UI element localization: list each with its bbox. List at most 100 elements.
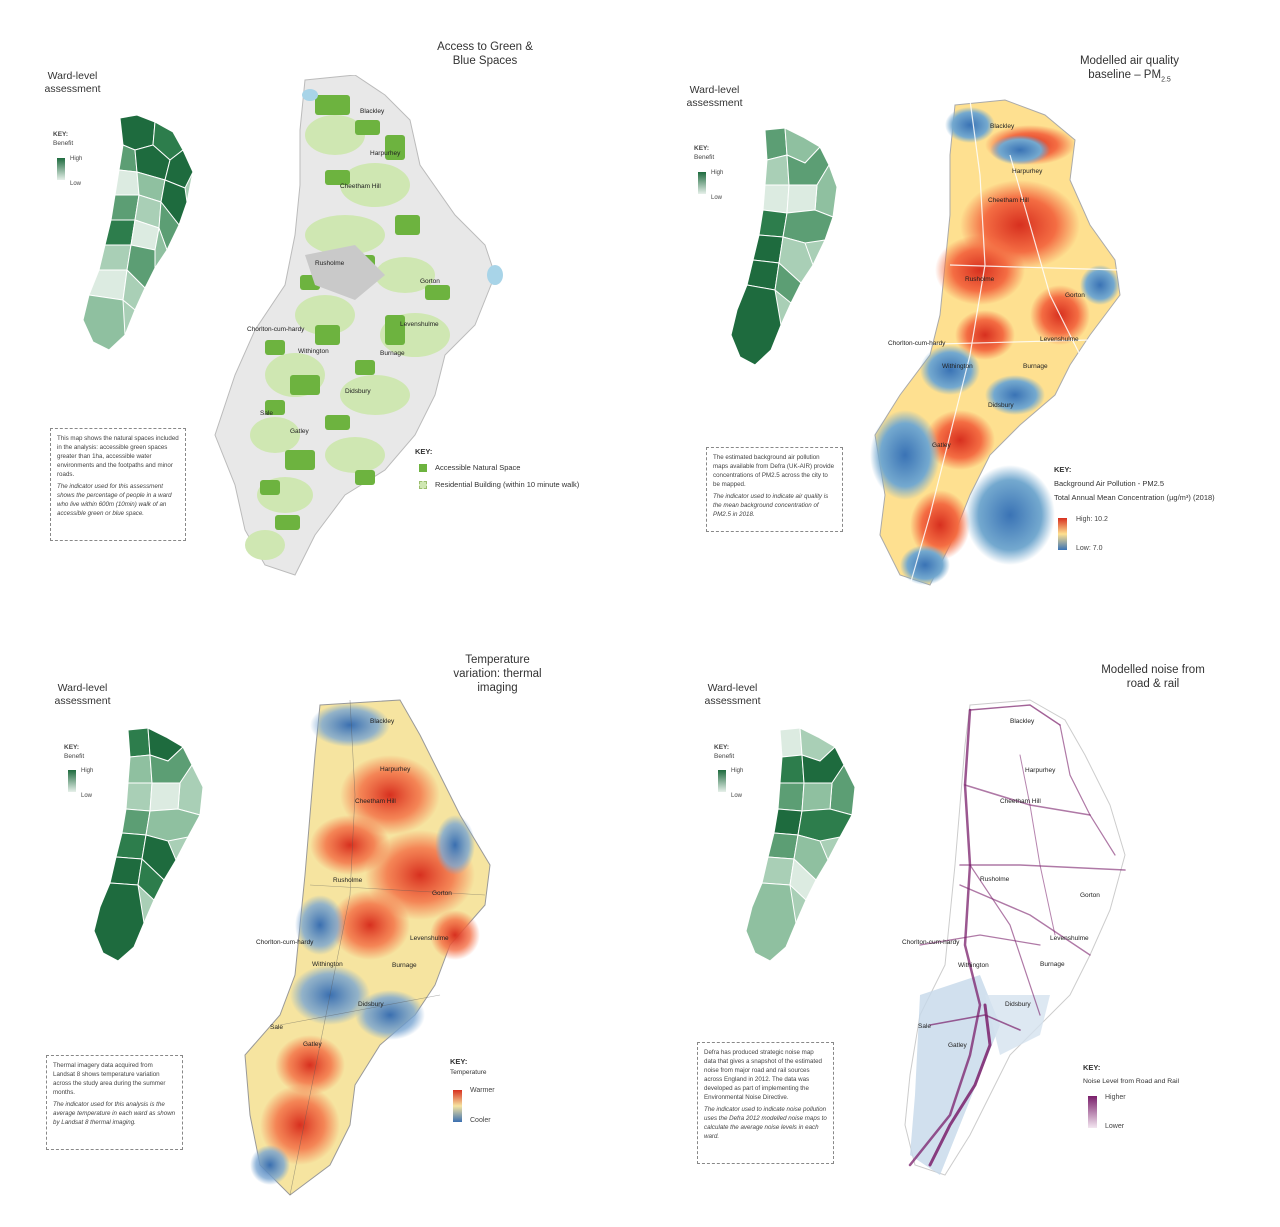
map-legend: KEY: Noise Level from Road and Rail — [1083, 1063, 1179, 1085]
place-label: Levenshulme — [410, 935, 449, 942]
place-label: Blackley — [990, 123, 1015, 130]
place-label: Withington — [942, 363, 973, 370]
place-label: Didsbury — [988, 402, 1014, 409]
noise-ramp-low: Lower — [1105, 1123, 1125, 1130]
ward-title: Ward-level assessment — [54, 682, 111, 707]
place-label: Levenshulme — [1050, 935, 1089, 942]
ward-key: KEY: Benefit — [53, 131, 74, 147]
noise-ramp-high: Higher — [1105, 1094, 1126, 1101]
air-quality-map: Blackley Harpurhey Cheetham Hill Rusholm… — [870, 99, 1121, 586]
place-label: Gorton — [420, 278, 440, 285]
ward-key-high: High — [70, 156, 83, 162]
description-box: Defra has produced strategic noise map d… — [697, 1042, 834, 1164]
place-label: Harpurhey — [370, 150, 401, 157]
temp-ramp — [453, 1090, 462, 1122]
place-label: Didsbury — [358, 1001, 384, 1008]
ward-map — [730, 127, 838, 366]
noise-map: Blackley Harpurhey Cheetham Hill Rusholm… — [902, 699, 1126, 1176]
legend-swatch-residential — [419, 481, 427, 490]
air-ramp-low: Low: 7.0 — [1076, 545, 1103, 552]
temp-ramp-low: Cooler — [470, 1117, 491, 1124]
place-label: Rusholme — [965, 276, 995, 283]
thermal-map: Blackley Harpurhey Cheetham Hill Rusholm… — [244, 699, 491, 1196]
map-title: Access to Green & Blue Spaces — [437, 41, 533, 67]
ward-key-ramp — [718, 770, 726, 792]
temp-ramp-high: Warmer — [470, 1087, 495, 1094]
ward-key-ramp — [68, 770, 76, 792]
description-box: The estimated background air pollution m… — [706, 447, 843, 532]
place-label: Gatley — [948, 1042, 968, 1049]
ward-key: KEY: Benefit — [714, 744, 735, 760]
place-label: Gorton — [432, 890, 452, 897]
place-label: Sale — [918, 1023, 931, 1030]
place-label: Burnage — [380, 350, 405, 357]
noise-ramp — [1088, 1096, 1097, 1128]
ward-key-low: Low — [731, 793, 743, 799]
place-label: Sale — [260, 410, 273, 417]
place-label: Rusholme — [333, 877, 363, 884]
air-ramp-high: High: 10.2 — [1076, 516, 1108, 523]
panel-air-quality: Modelled air quality baseline – PM2.5 Wa… — [640, 0, 1280, 610]
place-label: Blackley — [1010, 718, 1035, 725]
place-label: Chorlton-cum-hardy — [902, 939, 960, 946]
place-label: Burnage — [1040, 961, 1065, 968]
place-label: Blackley — [370, 718, 395, 725]
place-label: Cheetham Hill — [988, 197, 1029, 204]
place-label: Sale — [270, 1024, 283, 1031]
map-legend: KEY: Temperature — [450, 1057, 487, 1076]
air-ramp — [1058, 518, 1067, 550]
place-label: Rusholme — [315, 260, 345, 267]
place-label: Cheetham Hill — [355, 798, 396, 805]
description-box: Thermal imagery data acquired from Lands… — [46, 1055, 183, 1150]
ward-key-high: High — [731, 768, 744, 774]
ward-key-low: Low — [70, 181, 82, 187]
green-space-map: Blackley Harpurhey Cheetham Hill Rusholm… — [214, 75, 503, 576]
panel-temperature: Temperature variation: thermal imaging W… — [0, 610, 640, 1227]
ward-key-high: High — [81, 768, 94, 774]
place-label: Cheetham Hill — [1000, 798, 1041, 805]
place-label: Gatley — [303, 1041, 323, 1048]
place-label: Burnage — [392, 962, 417, 969]
place-label: Gorton — [1080, 892, 1100, 899]
map-legend: KEY: Background Air Pollution - PM2.5 To… — [1054, 465, 1215, 502]
place-label: Didsbury — [345, 388, 371, 395]
panel-green-blue: Access to Green & Blue Spaces Ward-level… — [0, 0, 640, 610]
place-label: Gatley — [932, 442, 952, 449]
ward-map — [82, 114, 194, 351]
place-label: Withington — [312, 961, 343, 968]
ward-key-ramp — [57, 158, 65, 180]
place-label: Chorlton-cum-hardy — [256, 939, 314, 946]
ward-map — [745, 727, 856, 962]
ward-key: KEY: Benefit — [64, 744, 85, 760]
ward-title: Ward-level assessment — [44, 70, 101, 95]
place-label: Harpurhey — [380, 766, 411, 773]
ward-key-low: Low — [81, 793, 93, 799]
place-label: Gorton — [1065, 292, 1085, 299]
place-label: Harpurhey — [1012, 168, 1043, 175]
description-box: This map shows the natural spaces includ… — [50, 428, 186, 541]
ward-key-ramp — [698, 172, 706, 194]
place-label: Burnage — [1023, 363, 1048, 370]
legend-swatch-green — [419, 464, 427, 473]
place-label: Levenshulme — [1040, 336, 1079, 343]
place-label: Cheetham Hill — [340, 183, 381, 190]
place-label: Gatley — [290, 428, 310, 435]
panel-noise: Modelled noise from road & rail Ward-lev… — [640, 610, 1280, 1227]
ward-title: Ward-level assessment — [704, 682, 761, 707]
ward-key-high: High — [711, 170, 724, 176]
place-label: Chorlton-cum-hardy — [247, 326, 305, 333]
map-title: Temperature variation: thermal imaging — [453, 654, 542, 694]
place-label: Blackley — [360, 108, 385, 115]
place-label: Rusholme — [980, 876, 1010, 883]
place-label: Chorlton-cum-hardy — [888, 340, 946, 347]
ward-map — [93, 727, 204, 962]
place-label: Withington — [958, 962, 989, 969]
place-label: Didsbury — [1005, 1001, 1031, 1008]
map-title: Modelled noise from road & rail — [1101, 664, 1205, 690]
place-label: Levenshulme — [400, 321, 439, 328]
map-title: Modelled air quality baseline – PM2.5 — [1079, 55, 1180, 84]
place-label: Withington — [298, 348, 329, 355]
place-label: Harpurhey — [1025, 767, 1056, 774]
ward-title: Ward-level assessment — [686, 84, 743, 109]
ward-key: KEY: Benefit — [694, 145, 715, 161]
